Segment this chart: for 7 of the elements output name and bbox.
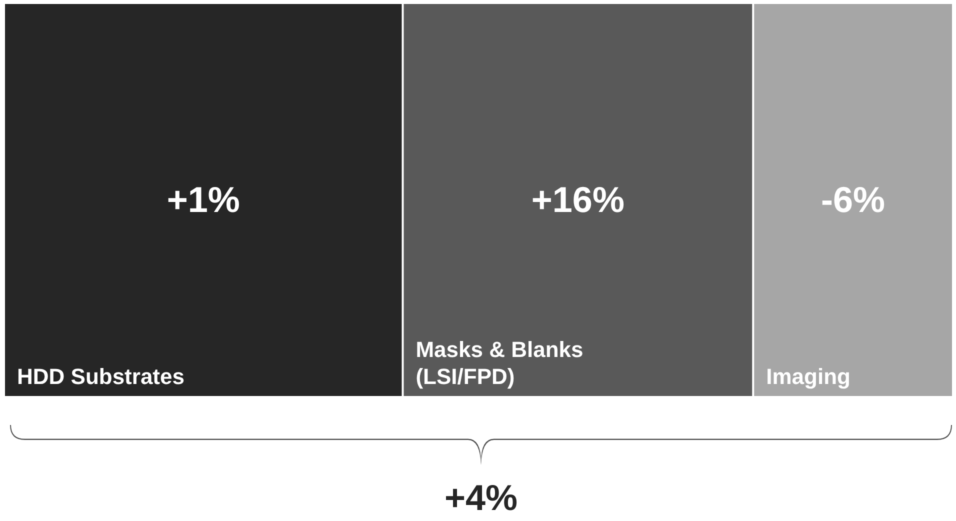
text: +4%	[444, 477, 518, 518]
annotation: +16%	[531, 179, 624, 220]
series-label: HDD Substrates	[17, 364, 184, 389]
series-label: Imaging	[766, 364, 850, 389]
series-label: Masks & Blanks (LSI/FPD)	[416, 337, 584, 389]
annotation: +1%	[166, 179, 240, 220]
annotation: -6%	[821, 179, 886, 220]
